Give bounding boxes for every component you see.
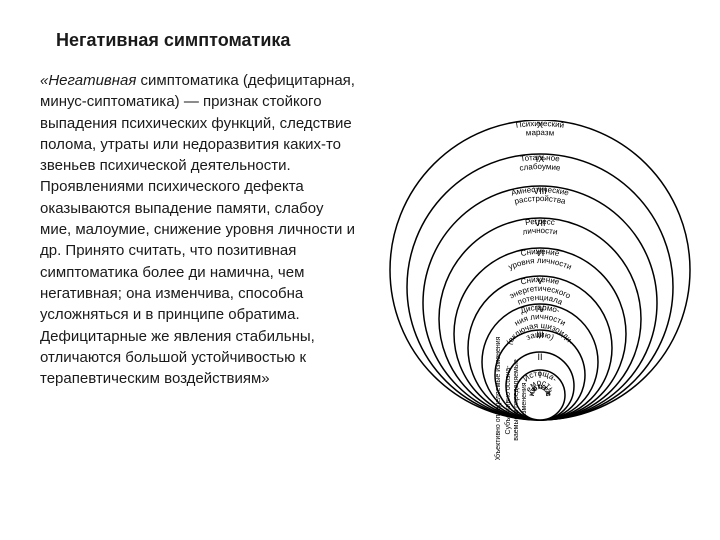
ring-numeral-III: III [536, 330, 544, 340]
body-rest: симптоматика (дефицитарная, минус-сиптом… [40, 72, 355, 387]
body-italic-lead: «Негативная [40, 72, 136, 89]
diagram-svg: XПсихическиймаразмIXТотальноеслабоумиеVI… [370, 120, 710, 460]
ring-label-X-1: маразм [525, 128, 554, 138]
slide: Негативная симптоматика «Негативная симп… [0, 0, 720, 540]
slide-body: «Негативная симптоматика (дефицитарная, … [40, 70, 355, 389]
vertical-label-1: Субъективно осозна- [504, 365, 512, 435]
slide-title: Негативная симптоматика [56, 30, 290, 51]
vertical-label-2: ваемые и определяемые [513, 359, 520, 441]
vertical-label-0: Объективно определяемые изменения [494, 336, 502, 460]
ring-label-IX-0: Тотальное [520, 153, 561, 164]
ring-numeral-II: II [537, 352, 542, 362]
vertical-label-3: изменения [521, 382, 528, 417]
nested-circles-diagram: XПсихическиймаразмIXТотальноеслабоумиеVI… [370, 120, 710, 460]
